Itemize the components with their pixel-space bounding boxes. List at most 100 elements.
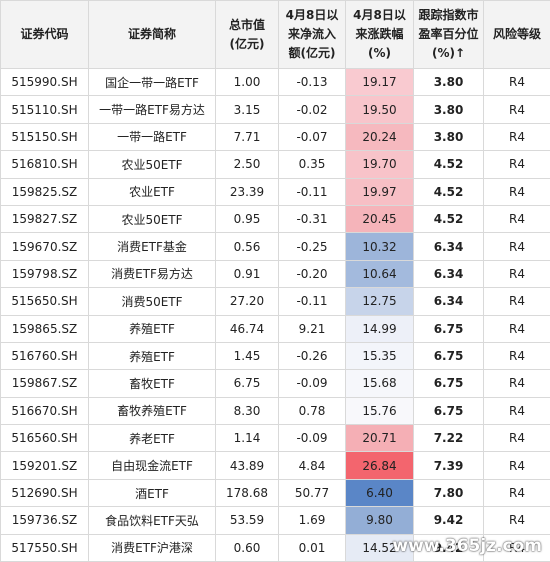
header-line: 额(亿元): [288, 46, 336, 60]
table-cell: 9.80: [345, 506, 414, 535]
table-cell: R4: [483, 506, 550, 535]
table-cell: 6.75: [413, 369, 484, 398]
table-cell: R4: [483, 533, 550, 562]
table-cell: 23.39: [215, 177, 279, 206]
table-cell: 7.71: [215, 122, 279, 152]
table-cell: 516670.SH: [0, 396, 89, 426]
header-cell: 风险等级: [483, 0, 550, 69]
table-cell: R4: [483, 259, 550, 289]
table-cell: 9.42: [413, 506, 484, 535]
header-row: 证券代码 证券简称 总市值 (亿元) 4月8日以 来净流入 额(亿元) 4月8日以 来涨跌幅 (%…: [0, 0, 550, 69]
table-cell: 1.45: [215, 341, 279, 371]
table-cell: 15.76: [345, 396, 414, 426]
table-cell: -0.11: [278, 287, 346, 316]
table-cell: 7.80: [413, 478, 484, 508]
table-cell: 3.15: [215, 95, 279, 124]
table-cell: 159201.SZ: [0, 451, 89, 480]
table-cell: 畜牧ETF: [88, 369, 216, 398]
table-cell: 0.95: [215, 204, 279, 234]
table-cell: 养殖ETF: [88, 314, 216, 343]
table-cell: 消费ETF沪港深: [88, 533, 216, 562]
table-cell: 6.34: [413, 287, 484, 316]
table-cell: 159865.SZ: [0, 314, 89, 343]
table-cell: 6.40: [345, 478, 414, 508]
table-cell: 159670.SZ: [0, 232, 89, 261]
table-cell: 3.80: [413, 67, 484, 97]
table-cell: 20.45: [345, 204, 414, 234]
table-cell: 9.42: [413, 533, 484, 562]
header-line: 来涨跌幅: [355, 27, 404, 41]
table-cell: 516560.SH: [0, 424, 89, 453]
table-cell: 10.32: [345, 232, 414, 261]
header-cell: 证券代码: [0, 0, 89, 69]
header-cell: 4月8日以 来涨跌幅 (%): [345, 0, 414, 69]
table-cell: 14.52: [345, 533, 414, 562]
table-cell: 0.56: [215, 232, 279, 261]
table-cell: 2.50: [215, 150, 279, 179]
table-cell: 4.52: [413, 204, 484, 234]
table-cell: R4: [483, 369, 550, 398]
table-cell: R4: [483, 204, 550, 234]
header-line: 4月8日以: [353, 8, 406, 22]
table-cell: 农业50ETF: [88, 204, 216, 234]
table-cell: -0.07: [278, 122, 346, 152]
table-cell: 19.97: [345, 177, 414, 206]
table-cell: 0.01: [278, 533, 346, 562]
table-row: 159798.SZ 消费ETF易方达 0.91 -0.20 10.64 6.34 R4: [0, 259, 550, 289]
header-line: 证券代码: [20, 27, 69, 41]
table-cell: 养老ETF: [88, 424, 216, 453]
table-cell: 178.68: [215, 478, 279, 508]
table-cell: 159798.SZ: [0, 259, 89, 289]
table-cell: 8.30: [215, 396, 279, 426]
table-cell: 养殖ETF: [88, 341, 216, 371]
table-cell: 159736.SZ: [0, 506, 89, 535]
table-cell: 3.80: [413, 95, 484, 124]
table-row: 515650.SH 消费50ETF 27.20 -0.11 12.75 6.34 R4: [0, 287, 550, 316]
header-line: (%)↑: [431, 46, 466, 60]
table-cell: R4: [483, 341, 550, 371]
table-row: 516670.SH 畜牧养殖ETF 8.30 0.78 15.76 6.75 R4: [0, 396, 550, 426]
table-cell: R4: [483, 396, 550, 426]
header-cell: 证券简称: [88, 0, 216, 69]
table-cell: 畜牧养殖ETF: [88, 396, 216, 426]
table-cell: 6.34: [413, 232, 484, 261]
header-line: 总市值: [228, 17, 265, 32]
table-cell: 消费ETF易方达: [88, 259, 216, 289]
table-row: 159736.SZ 食品饮料ETF天弘 53.59 1.69 9.80 9.42 R4: [0, 506, 550, 535]
table-cell: 9.21: [278, 314, 346, 343]
table-cell: 516760.SH: [0, 341, 89, 371]
table-cell: R4: [483, 95, 550, 124]
table-cell: 6.75: [413, 314, 484, 343]
table-cell: R4: [483, 150, 550, 179]
table-cell: 0.91: [215, 259, 279, 289]
table-cell: 6.34: [413, 259, 484, 289]
table-body: 515990.SH 国企一带一路ETF 1.00 -0.13 19.17 3.80 R4 51…: [0, 67, 550, 562]
header-cell: 跟踪指数市 盈率百分位 (%)↑: [413, 0, 484, 69]
table-cell: R4: [483, 424, 550, 453]
table-cell: 6.75: [215, 369, 279, 398]
table-row: 159867.SZ 畜牧ETF 6.75 -0.09 15.68 6.75 R4: [0, 369, 550, 398]
table-cell: 515110.SH: [0, 95, 89, 124]
table-cell: 1.69: [278, 506, 346, 535]
table-cell: -0.26: [278, 341, 346, 371]
table-cell: R4: [483, 67, 550, 97]
header-line: 4月8日以: [285, 8, 339, 22]
table-cell: 20.24: [345, 122, 414, 152]
table-row: 159201.SZ 自由现金流ETF 43.89 4.84 26.84 7.39 R4: [0, 451, 550, 480]
table-cell: 消费50ETF: [88, 287, 216, 316]
table-cell: 4.52: [413, 177, 484, 206]
header-line: 证券简称: [127, 27, 176, 41]
table-row: 515110.SH 一带一路ETF易方达 3.15 -0.02 19.50 3.80 R4: [0, 95, 550, 124]
table-cell: 0.60: [215, 533, 279, 562]
table-cell: 0.78: [278, 396, 346, 426]
table-cell: 159827.SZ: [0, 204, 89, 234]
table-cell: 农业ETF: [88, 177, 216, 206]
table-cell: -0.20: [278, 259, 346, 289]
table-cell: 46.74: [215, 314, 279, 343]
table-cell: 国企一带一路ETF: [88, 67, 216, 97]
table-cell: R4: [483, 232, 550, 261]
watermark: www.365jz.com: [392, 536, 542, 556]
table-cell: 10.64: [345, 259, 414, 289]
table-row: 515150.SH 一带一路ETF 7.71 -0.07 20.24 3.80 R4: [0, 122, 550, 152]
table-row: 159825.SZ 农业ETF 23.39 -0.11 19.97 4.52 R4: [0, 177, 550, 206]
